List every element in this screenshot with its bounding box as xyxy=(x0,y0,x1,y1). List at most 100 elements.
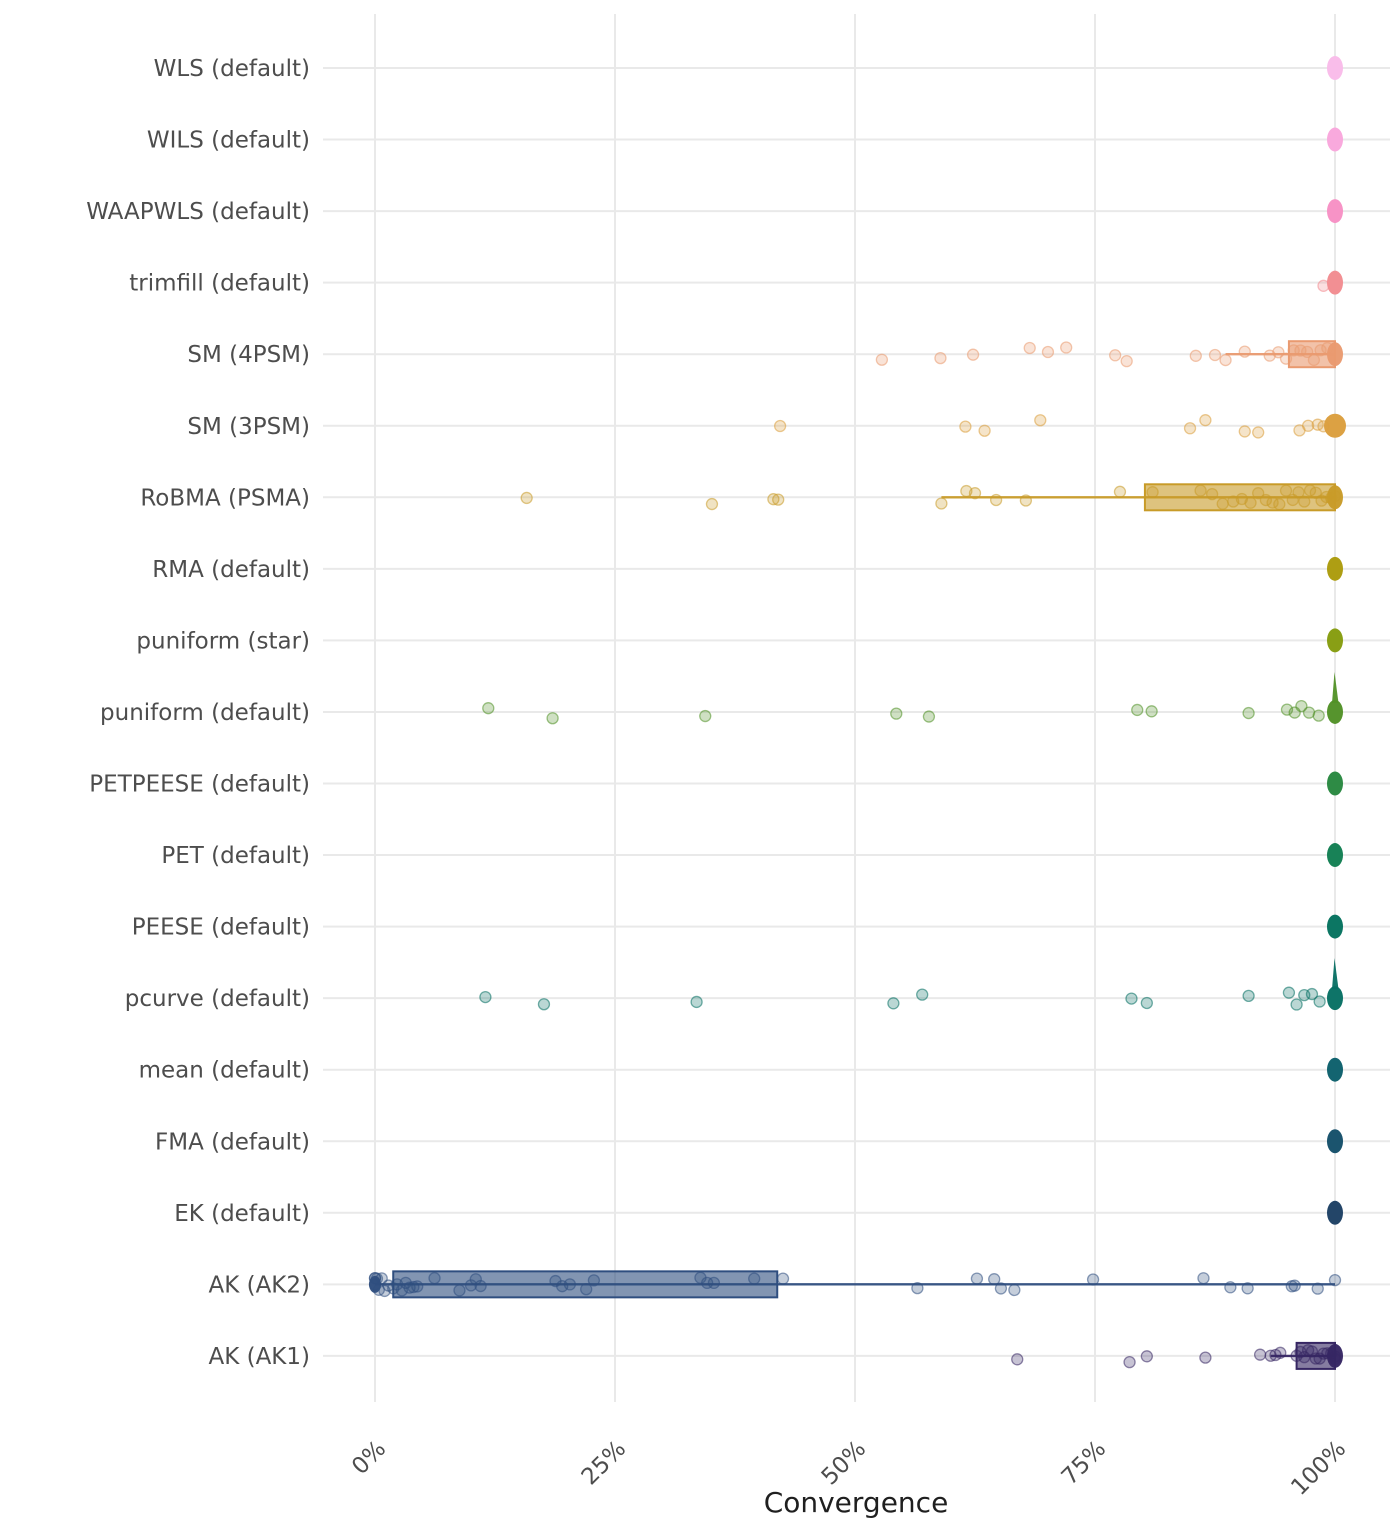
row-trimfill-default xyxy=(1317,270,1343,295)
data-point xyxy=(875,353,889,366)
data-point xyxy=(959,420,972,433)
data-point xyxy=(966,348,980,361)
data-point xyxy=(1242,989,1255,1003)
data-point xyxy=(1034,414,1047,427)
data-point xyxy=(1194,484,1207,497)
row-ek-default xyxy=(1327,1200,1343,1225)
x-tick-label: 25% xyxy=(577,1436,632,1491)
data-point xyxy=(1208,348,1222,362)
data-point xyxy=(1290,998,1303,1011)
row-puniform-star xyxy=(1327,628,1343,653)
density-spike xyxy=(1332,671,1339,703)
cluster-blob xyxy=(1327,270,1343,295)
y-axis-label: pcurve (default) xyxy=(125,986,310,1012)
data-point xyxy=(772,493,785,506)
row-waapwls-default xyxy=(1327,199,1343,224)
y-axis-label: AK (AK2) xyxy=(208,1272,310,1298)
data-point xyxy=(1273,498,1286,511)
data-point xyxy=(1041,345,1055,359)
data-point xyxy=(1305,987,1319,1001)
data-point xyxy=(1224,1281,1237,1294)
data-point xyxy=(1109,349,1122,362)
data-point xyxy=(1242,706,1255,720)
data-point xyxy=(968,487,982,500)
data-point xyxy=(1216,497,1229,510)
row-rma-default xyxy=(1327,556,1343,581)
data-point xyxy=(1197,1272,1210,1285)
data-point xyxy=(537,998,551,1011)
data-point xyxy=(1272,346,1285,359)
data-point xyxy=(1238,345,1251,358)
data-point xyxy=(1120,354,1133,368)
cluster-blob xyxy=(1327,1200,1343,1225)
cluster-blob xyxy=(1327,1343,1343,1368)
data-point xyxy=(935,497,948,510)
data-point xyxy=(1199,1351,1212,1364)
data-point xyxy=(407,1280,420,1294)
data-point xyxy=(1259,493,1273,507)
y-axis-label: mean (default) xyxy=(139,1058,310,1084)
y-axis-label: PETPEESE (default) xyxy=(89,772,310,798)
data-point xyxy=(1328,1274,1342,1287)
data-point xyxy=(988,1273,1001,1286)
data-point xyxy=(1238,425,1251,438)
data-point xyxy=(1146,486,1159,499)
y-axis-label: FMA (default) xyxy=(155,1129,310,1155)
data-point xyxy=(1301,345,1314,358)
data-point xyxy=(1298,495,1311,508)
row-fma-default xyxy=(1327,1129,1343,1154)
row-wls-default xyxy=(1327,56,1343,80)
cluster-blob xyxy=(1327,843,1343,868)
row-ak-ak2 xyxy=(368,1270,1342,1299)
data-point xyxy=(587,1274,601,1287)
data-point xyxy=(1301,419,1315,432)
y-axis-label: trimfill (default) xyxy=(129,271,310,297)
y-axis-label: RMA (default) xyxy=(152,557,310,583)
data-point xyxy=(474,1279,487,1293)
row-sm-4psm xyxy=(875,340,1343,369)
data-point xyxy=(1241,1282,1254,1295)
data-point xyxy=(701,1276,714,1290)
cluster-blob xyxy=(1327,556,1343,581)
data-point xyxy=(1282,986,1296,999)
data-point xyxy=(1023,341,1036,355)
row-mean-default xyxy=(1327,1057,1343,1082)
y-axis-label: puniform (default) xyxy=(100,700,310,726)
row-petpeese-default xyxy=(1327,771,1343,796)
y-axis-label: puniform (star) xyxy=(136,628,310,654)
cluster-blob xyxy=(1327,199,1343,224)
x-tick-label: 100% xyxy=(1286,1436,1351,1501)
data-point xyxy=(546,712,559,725)
data-point xyxy=(1295,699,1308,713)
data-point xyxy=(1219,353,1232,367)
row-peese-default xyxy=(1327,914,1343,939)
data-point xyxy=(1279,352,1293,365)
data-point xyxy=(911,1281,924,1295)
density-spike xyxy=(1332,958,1339,990)
data-point xyxy=(479,990,492,1004)
data-point xyxy=(776,1272,790,1285)
row-pcurve-default xyxy=(479,958,1343,1011)
cluster-blob xyxy=(1327,628,1343,653)
cluster-blob xyxy=(1324,413,1346,438)
data-point xyxy=(890,707,903,720)
data-point xyxy=(1131,703,1144,717)
cluster-blob xyxy=(1327,342,1343,367)
data-point xyxy=(748,1272,761,1285)
y-axis-label: SM (4PSM) xyxy=(187,342,310,368)
data-point xyxy=(1189,349,1202,362)
data-point xyxy=(970,1272,984,1285)
y-axis-label: WLS (default) xyxy=(154,56,310,82)
data-point xyxy=(1253,1348,1267,1361)
data-point xyxy=(989,493,1003,507)
data-point xyxy=(1274,1346,1287,1359)
row-wils-default xyxy=(1327,127,1343,152)
data-point xyxy=(411,1280,424,1293)
data-point xyxy=(887,997,900,1010)
x-tick-label: 75% xyxy=(1057,1436,1112,1491)
data-point xyxy=(1125,992,1138,1005)
data-point xyxy=(767,493,780,506)
data-point xyxy=(934,351,947,365)
